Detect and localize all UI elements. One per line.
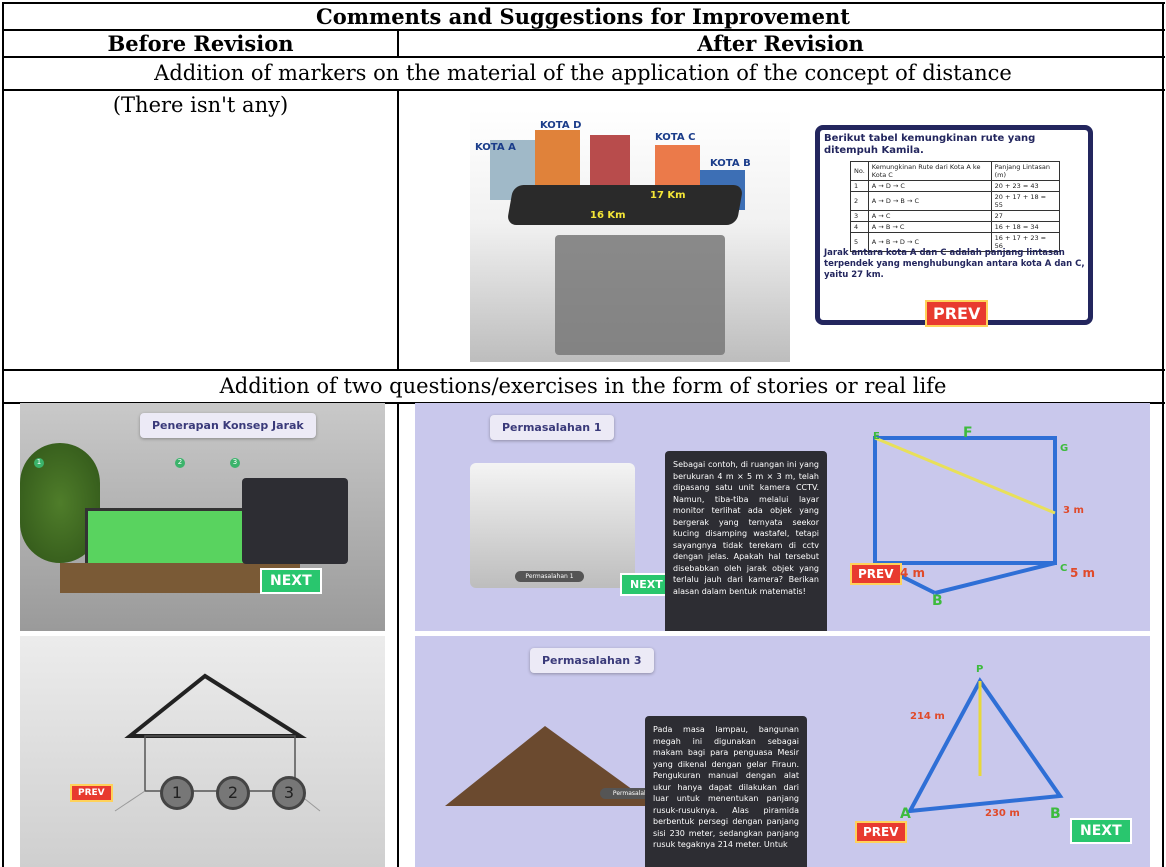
rule (1162, 2, 1164, 867)
screenshot: Permasalahan 1 Permasalahan 1 NEXT Sebag… (415, 403, 1150, 631)
vertex: E (873, 431, 880, 442)
screenshot: Berikut tabel kemungkinan rute yang dite… (810, 115, 1100, 347)
map-label: 17 Km (650, 190, 686, 201)
th: No. (850, 161, 869, 181)
vertex: B (932, 593, 943, 609)
column-header: Before Revision (107, 31, 294, 56)
rule (397, 402, 399, 867)
route-cell: A → D → B → C (867, 191, 992, 211)
route-cell: 4 (850, 221, 869, 233)
marker[interactable]: 1 (34, 458, 44, 468)
route-cell: A → D → C (867, 180, 992, 192)
route-cell: A → C (867, 210, 992, 222)
vertex: P (976, 664, 984, 675)
route-cell: 3 (850, 210, 869, 222)
prev-button[interactable]: PREV (70, 784, 113, 802)
marker[interactable]: 2 (175, 458, 185, 468)
prev-button[interactable]: PREV (850, 563, 902, 585)
cell-text: (There isn't any) (112, 93, 289, 117)
map-label: KOTA A (475, 142, 516, 153)
dimension: 5 m (1070, 566, 1096, 580)
vertex: G (1060, 443, 1069, 454)
vertex: A (900, 806, 911, 822)
problem-text: Pada masa lampau, bangunan megah ini dig… (645, 716, 807, 867)
dimension: 3 m (1063, 505, 1084, 516)
route-cell: 1 (850, 180, 869, 192)
pyramid-wireframe (906, 677, 1064, 814)
building (590, 135, 630, 190)
marker[interactable]: 3 (272, 776, 306, 810)
route-cell: 20 + 23 = 43 (990, 180, 1061, 192)
rule (3, 2, 1165, 4)
rule (2, 2, 4, 867)
caption: Permasalahan 3 (600, 788, 674, 799)
route-cell: 27 (990, 210, 1061, 222)
rule (3, 29, 1165, 31)
map-label: KOTA B (710, 158, 751, 169)
column-header: After Revision (697, 31, 864, 56)
rule (397, 29, 399, 57)
route-cell: 2 (850, 191, 869, 211)
section-heading: Addition of markers on the material of t… (154, 61, 1012, 85)
route-cell: 16 + 17 + 23 = 56 (990, 232, 1061, 252)
screen-title: Permasalahan 3 (530, 648, 654, 673)
th: Kemungkinan Rute dari Kota A ke Kota C (867, 161, 992, 181)
dimension: 230 m (985, 808, 1020, 819)
screen-title: Penerapan Konsep Jarak (140, 413, 316, 438)
next-button[interactable]: NEXT (1070, 818, 1132, 844)
route-cell: A → B → C (867, 221, 992, 233)
screenshot: PREV 1 2 3 (20, 636, 385, 867)
prev-button[interactable]: PREV (925, 300, 989, 327)
marker[interactable]: 3 (230, 458, 240, 468)
th: Panjang Lintasan (m) (990, 161, 1061, 181)
house-wireframe (114, 673, 321, 812)
screenshot: KOTA A KOTA D KOTA C KOTA B 16 Km 17 Km (470, 110, 790, 362)
map-label: KOTA C (655, 132, 696, 143)
rule (397, 89, 399, 370)
building (535, 130, 580, 195)
vertex: B (1050, 806, 1061, 822)
route-cell: 5 (850, 232, 869, 252)
rule (3, 56, 1165, 58)
vertex: F (963, 425, 973, 441)
screen-title: Permasalahan 1 (490, 415, 614, 440)
dimension: 4 m (900, 566, 926, 580)
vertex: C (1060, 563, 1068, 574)
map-label: 16 Km (590, 210, 626, 221)
route-cell: 16 + 18 = 34 (990, 221, 1061, 233)
caption: Permasalahan 1 (515, 571, 584, 582)
next-button[interactable]: NEXT (260, 568, 322, 594)
dialog (555, 235, 725, 355)
route-cell: 20 + 17 + 18 = 55 (990, 191, 1061, 211)
marker[interactable]: 2 (216, 776, 250, 810)
section-heading: Addition of two questions/exercises in t… (219, 374, 947, 398)
problem-text: Sebagai contoh, di ruangan ini yang beru… (665, 451, 827, 631)
panel-text: Berikut tabel kemungkinan rute yang dite… (824, 133, 1036, 156)
next-button[interactable]: NEXT (620, 573, 673, 596)
pyramid (445, 726, 655, 806)
rule (3, 89, 1165, 91)
info-box (242, 478, 348, 564)
dimension: 214 m (910, 711, 945, 722)
map-label: KOTA D (540, 120, 582, 131)
route-table: No. Kemungkinan Rute dari Kota A ke Kota … (850, 161, 1061, 252)
cuboid (873, 436, 1057, 595)
rule (3, 369, 1165, 371)
table-title: Comments and Suggestions for Improvement (316, 4, 850, 29)
room (470, 463, 635, 588)
panel-text: Jarak antara kota A dan C adalah panjang… (824, 248, 1085, 280)
screenshot: Penerapan Konsep Jarak 1 2 3 NEXT (20, 403, 385, 631)
prev-button[interactable]: PREV (855, 821, 907, 843)
marker[interactable]: 1 (160, 776, 194, 810)
screenshot: Permasalahan 3 Permasalahan 3 Pada masa … (415, 636, 1150, 867)
